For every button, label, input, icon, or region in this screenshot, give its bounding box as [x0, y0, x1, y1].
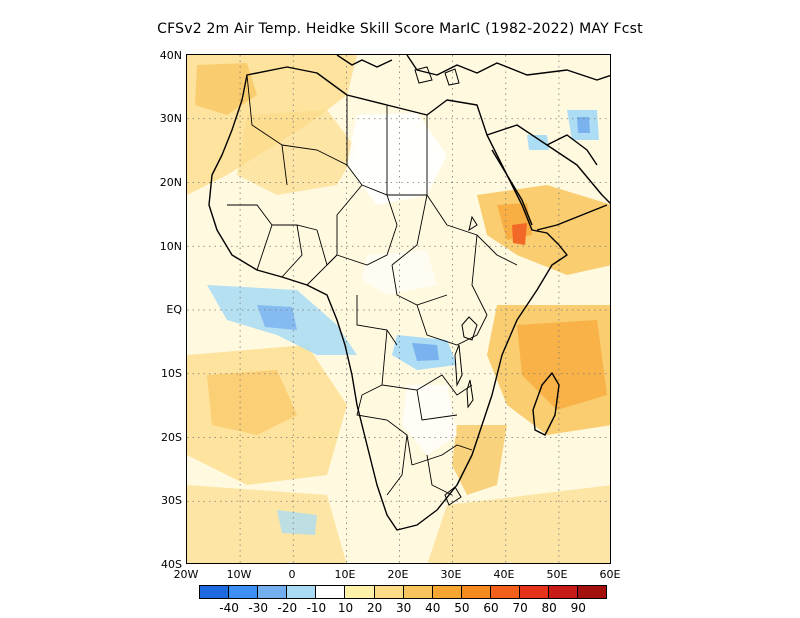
colorbar-tick-label: -20 [277, 601, 298, 615]
lat-label-10s: 10S [161, 367, 182, 380]
lon-label-10w: 10W [226, 568, 252, 581]
lon-label-50e: 50E [546, 568, 568, 581]
colorbar-tick-label: 20 [366, 601, 383, 615]
colorbar-swatch [257, 585, 288, 599]
colorbar-tick-label: 40 [425, 601, 441, 615]
colorbar-swatch [315, 585, 346, 599]
lon-label-20w: 20W [173, 568, 199, 581]
colorbar-tick-label: 60 [483, 601, 499, 615]
colorbar [199, 585, 608, 599]
lat-label-eq: EQ [166, 303, 182, 316]
colorbar-tick-label: -10 [306, 601, 327, 615]
colorbar-tick-label: 90 [570, 601, 586, 615]
colorbar-swatch [460, 585, 491, 599]
colorbar-swatch [373, 585, 404, 599]
colorbar-tick-label: -30 [248, 601, 268, 615]
country-borders [227, 74, 518, 496]
lat-label-10n: 10N [159, 240, 182, 253]
colorbar-swatch [402, 585, 433, 599]
colorbar-swatch [519, 585, 550, 599]
colorbar-swatch [228, 585, 259, 599]
lat-label-20n: 20N [159, 176, 182, 189]
lon-label-60e: 60E [599, 568, 621, 581]
lat-label-30n: 30N [159, 112, 182, 125]
colorbar-swatch [489, 585, 521, 599]
colorbar-tick-label: 10 [337, 601, 354, 615]
colorbar-swatch [199, 585, 230, 599]
lat-label-30s: 30S [161, 494, 182, 507]
lon-label-0: 0 [288, 568, 296, 581]
lon-label-40e: 40E [493, 568, 515, 581]
chart-title: CFSv2 2m Air Temp. Heidke Skill Score Ma… [157, 21, 643, 37]
colorbar-tick-label: -40 [219, 601, 239, 615]
colorbar-swatch [286, 585, 317, 599]
colorbar-swatch [548, 585, 579, 599]
colorbar-swatch [577, 585, 608, 599]
graticule [187, 55, 610, 563]
skill-score-map [186, 54, 611, 564]
colorbar-tick-label: 30 [396, 601, 412, 615]
colorbar-tick-label: 50 [454, 601, 470, 615]
colorbar-swatch [431, 585, 462, 599]
lon-label-20e: 20E [387, 568, 409, 581]
lat-label-20s: 20S [161, 431, 182, 444]
lon-label-10e: 10E [334, 568, 356, 581]
lat-label-40s: 40S [161, 558, 182, 571]
lon-label-30e: 30E [440, 568, 462, 581]
colorbar-tick-label: 80 [541, 601, 557, 615]
colorbar-tick-label: 70 [512, 601, 528, 615]
lat-label-40n: 40N [159, 49, 182, 62]
skill-field [187, 55, 610, 563]
colorbar-swatch [344, 585, 375, 599]
colorbar-labels: -40 -30 -20 -10 10 20 30 40 50 60 70 80 90 [0, 601, 800, 615]
lakes [414, 66, 478, 506]
coastlines [208, 55, 610, 531]
